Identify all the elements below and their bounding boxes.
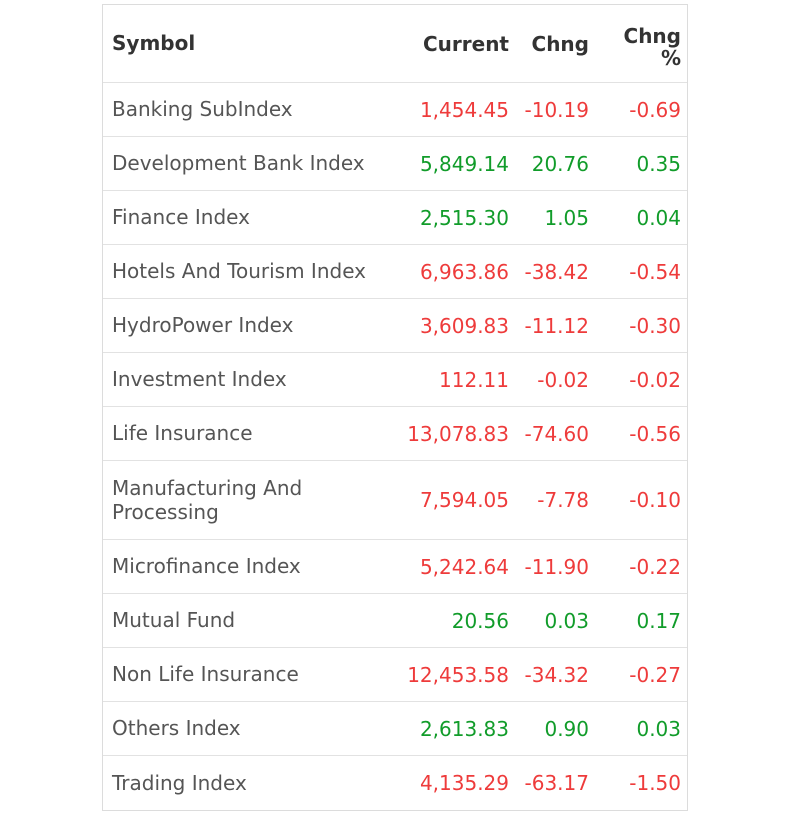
- change-cell: -63.17: [524, 771, 589, 795]
- current-cell: 13,078.83: [407, 421, 509, 446]
- change-pct-cell: -0.69: [629, 97, 681, 122]
- current-cell: 20.56: [451, 608, 509, 633]
- change-pct-cell: -0.27: [629, 662, 681, 687]
- change-cell: 1.05: [544, 205, 589, 230]
- change-cell: -74.60: [524, 421, 589, 446]
- change-cell: -0.02: [537, 367, 589, 392]
- change-pct-cell: -0.02: [629, 367, 681, 392]
- header-change[interactable]: Chng: [531, 31, 589, 56]
- header-change-pct-line1: Chng: [623, 23, 681, 48]
- change-pct-cell: -0.56: [629, 421, 681, 446]
- table-row[interactable]: Finance Index 2,515.30 1.05 0.04: [103, 191, 687, 245]
- change-cell: 0.90: [544, 716, 589, 741]
- change-cell: -11.90: [524, 554, 589, 579]
- header-symbol[interactable]: Symbol: [112, 31, 196, 56]
- current-cell: 12,453.58: [407, 662, 509, 687]
- table-row[interactable]: Others Index 2,613.83 0.90 0.03: [103, 702, 687, 756]
- header-current[interactable]: Current: [422, 31, 509, 56]
- table-row[interactable]: Development Bank Index 5,849.14 20.76 0.35: [103, 137, 687, 191]
- symbol-cell: Life Insurance: [112, 421, 253, 446]
- table-row[interactable]: Life Insurance 13,078.83 -74.60 -0.56: [103, 407, 687, 461]
- change-pct-cell: 0.03: [636, 716, 681, 741]
- table-header: Symbol Current Chng Chng %: [103, 5, 687, 83]
- header-change-pct[interactable]: Chng %: [589, 19, 681, 69]
- current-cell: 6,963.86: [419, 259, 509, 284]
- symbol-cell: Trading Index: [112, 770, 247, 795]
- change-pct-cell: 0.17: [636, 608, 681, 633]
- table-row[interactable]: Hotels And Tourism Index 6,963.86 -38.42 -0…: [103, 245, 687, 299]
- current-cell: 2,613.83: [419, 716, 509, 741]
- symbol-cell: Microfinance Index: [112, 554, 301, 579]
- symbol-cell: HydroPower Index: [112, 313, 294, 338]
- current-cell: 2,515.30: [419, 205, 509, 230]
- change-cell: 0.03: [544, 608, 589, 633]
- table-row[interactable]: Non Life Insurance 12,453.58 -34.32 -0.27: [103, 648, 687, 702]
- change-pct-cell: 0.35: [636, 151, 681, 176]
- symbol-cell: Development Bank Index: [112, 151, 365, 176]
- change-pct-cell: 0.04: [636, 205, 681, 230]
- current-cell: 7,594.05: [419, 488, 509, 512]
- symbol-cell: Manufacturing And Processing: [112, 475, 303, 524]
- change-cell: -38.42: [524, 259, 589, 284]
- current-cell: 3,609.83: [419, 313, 509, 338]
- table-row[interactable]: Mutual Fund 20.56 0.03 0.17: [103, 594, 687, 648]
- table-row[interactable]: Manufacturing And Processing 7,594.05 -7.7…: [103, 461, 687, 540]
- table-row[interactable]: Investment Index 112.11 -0.02 -0.02: [103, 353, 687, 407]
- current-cell: 4,135.29: [419, 771, 509, 795]
- table-row[interactable]: Microfinance Index 5,242.64 -11.90 -0.22: [103, 540, 687, 594]
- symbol-cell: Others Index: [112, 716, 241, 741]
- current-cell: 1,454.45: [419, 97, 509, 122]
- change-cell: -7.78: [537, 488, 589, 512]
- symbol-cell: Finance Index: [112, 205, 250, 230]
- current-cell: 5,849.14: [419, 151, 509, 176]
- current-cell: 112.11: [439, 367, 509, 392]
- change-pct-cell: -0.30: [629, 313, 681, 338]
- change-pct-cell: -1.50: [629, 771, 681, 795]
- change-pct-cell: -0.22: [629, 554, 681, 579]
- change-cell: -34.32: [524, 662, 589, 687]
- symbol-cell: Investment Index: [112, 367, 287, 392]
- header-change-pct-line2: %: [660, 45, 681, 70]
- symbol-cell: Banking SubIndex: [112, 97, 293, 122]
- symbol-cell: Non Life Insurance: [112, 662, 299, 687]
- change-cell: 20.76: [531, 151, 589, 176]
- index-table: Symbol Current Chng Chng % Banking SubIn…: [102, 4, 688, 811]
- change-pct-cell: -0.54: [629, 259, 681, 284]
- change-cell: -10.19: [524, 97, 589, 122]
- table-row[interactable]: Trading Index 4,135.29 -63.17 -1.50: [103, 756, 687, 810]
- table-row[interactable]: Banking SubIndex 1,454.45 -10.19 -0.69: [103, 83, 687, 137]
- change-cell: -11.12: [524, 313, 589, 338]
- symbol-cell: Mutual Fund: [112, 608, 236, 633]
- table-row[interactable]: HydroPower Index 3,609.83 -11.12 -0.30: [103, 299, 687, 353]
- symbol-cell: Hotels And Tourism Index: [112, 259, 366, 284]
- current-cell: 5,242.64: [419, 554, 509, 579]
- change-pct-cell: -0.10: [629, 488, 681, 512]
- table-body: Banking SubIndex 1,454.45 -10.19 -0.69 Devel…: [103, 83, 687, 810]
